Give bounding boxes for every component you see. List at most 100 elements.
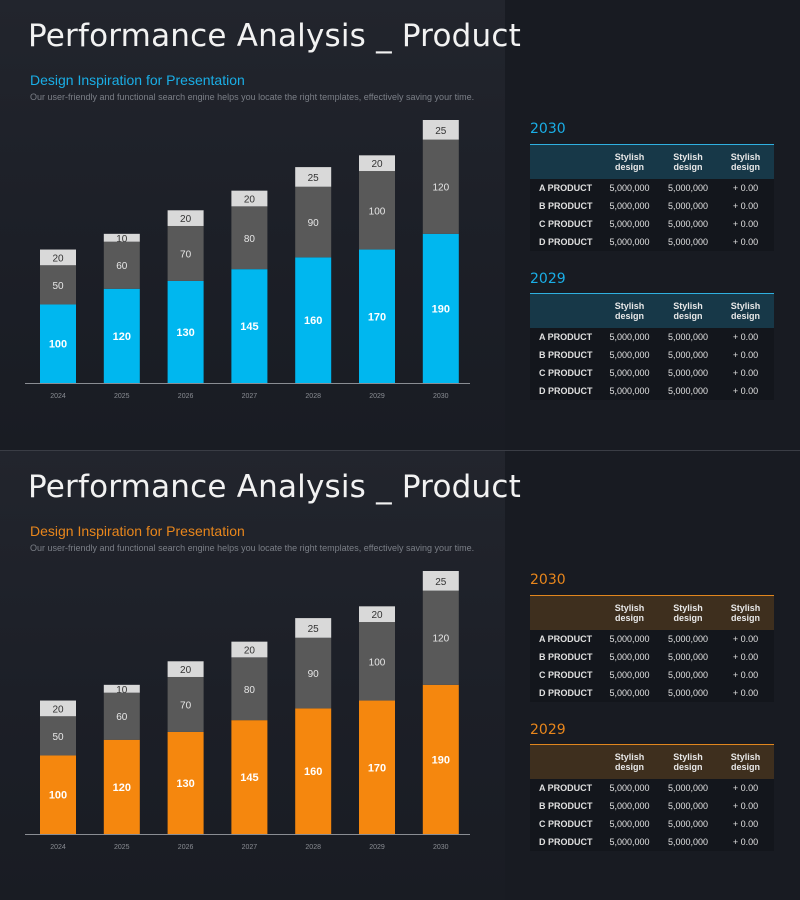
bar-segment-1 (167, 280, 204, 383)
data-label: 20 (244, 646, 256, 657)
data-label: 120 (113, 331, 131, 343)
data-label: 50 (52, 281, 64, 292)
table-row: A PRODUCT 5,000,000 5,000,000 + 0.00 (530, 179, 774, 197)
product-name: C PRODUCT (539, 819, 593, 829)
table-year-label: 2030 (530, 121, 566, 137)
table-cell: + 0.00 (732, 237, 759, 247)
data-label: 190 (432, 303, 450, 315)
bar-segment-3 (103, 233, 140, 242)
bar-segment-3 (103, 684, 140, 693)
table-row: D PRODUCT 5,000,000 5,000,000 + 0.00 (530, 833, 774, 851)
header-cell (530, 145, 600, 180)
product-name: A PRODUCT (539, 634, 593, 644)
header-cell: Stylish design (673, 152, 703, 172)
table-cell: 5,000,000 (667, 801, 709, 811)
bar-segment-2 (167, 225, 204, 281)
table-year-label: 2029 (530, 271, 566, 287)
bar-segment-3 (359, 155, 395, 172)
product-name: D PRODUCT (539, 237, 593, 247)
header-cell: Stylish design (614, 752, 645, 772)
bar-segment-3 (167, 661, 204, 677)
data-label: 70 (180, 249, 192, 260)
table-row: C PRODUCT 5,000,000 5,000,000 + 0.00 (530, 666, 774, 684)
table-cell: 5,000,000 (667, 368, 709, 378)
x-tick-label: 2029 (369, 844, 385, 851)
data-label: 25 (435, 126, 447, 137)
x-tick-label: 2027 (242, 844, 258, 851)
data-label: 170 (368, 762, 386, 774)
subtitle: Design Inspiration for Presentation (30, 72, 245, 88)
stacked-bar-chart: 1005020202412060102025130702020261458020… (25, 571, 470, 851)
table-row: A PRODUCT 5,000,000 5,000,000 + 0.00 (530, 328, 774, 346)
data-label: 20 (180, 214, 192, 225)
header-cell: Stylish design (730, 603, 761, 623)
table-cell: + 0.00 (732, 688, 759, 698)
subtitle: Design Inspiration for Presentation (30, 523, 245, 539)
data-label: 160 (304, 315, 322, 327)
product-name: C PRODUCT (539, 368, 593, 378)
page-title: Performance Analysis _ Product (28, 469, 521, 505)
table-cell: + 0.00 (732, 634, 759, 644)
right-panel (505, 0, 800, 450)
bar-segment-2 (359, 171, 395, 250)
table-cell: 5,000,000 (667, 688, 709, 698)
bar-segment-3 (231, 641, 268, 658)
x-tick-label: 2025 (114, 844, 130, 851)
table-cell: 5,000,000 (609, 652, 650, 662)
bar-segment-2 (359, 622, 395, 701)
bar-segment-1 (103, 739, 140, 834)
table-cell: 5,000,000 (667, 350, 709, 360)
product-name: A PRODUCT (539, 783, 593, 793)
data-label: 20 (371, 159, 383, 170)
product-table: Stylish design Stylish design Stylish de… (530, 293, 774, 400)
table-cell: 5,000,000 (667, 837, 709, 847)
stacked-bar-chart: 1005020202412060102025130702020261458020… (25, 120, 470, 400)
header-cell: Stylish design (730, 752, 761, 772)
table-cell: 5,000,000 (609, 368, 650, 378)
table-cell: + 0.00 (732, 219, 759, 229)
x-tick-label: 2030 (433, 844, 449, 851)
data-label: 70 (180, 700, 192, 711)
table-row: A PRODUCT 5,000,000 5,000,000 + 0.00 (530, 779, 774, 797)
data-label: 120 (432, 183, 449, 194)
data-label: 25 (435, 577, 447, 588)
table-cell: 5,000,000 (667, 783, 709, 793)
table-cell: 5,000,000 (609, 670, 650, 680)
table-row: B PRODUCT 5,000,000 5,000,000 + 0.00 (530, 797, 774, 815)
data-label: 20 (52, 704, 64, 715)
product-name: D PRODUCT (539, 837, 593, 847)
table-cell: 5,000,000 (609, 332, 650, 342)
table-cell: + 0.00 (732, 783, 759, 793)
x-tick-label: 2027 (242, 393, 258, 400)
header-cell: Stylish design (730, 152, 761, 172)
product-name: B PRODUCT (539, 652, 593, 662)
table-row: C PRODUCT 5,000,000 5,000,000 + 0.00 (530, 815, 774, 833)
bar-segment-3 (295, 618, 332, 638)
description: Our user-friendly and functional search … (30, 543, 475, 553)
product-name: B PRODUCT (539, 350, 593, 360)
header-cell: Stylish design (614, 301, 645, 321)
table-cell: 5,000,000 (667, 201, 709, 211)
bar-segment-3 (167, 210, 204, 226)
data-label: 170 (368, 311, 386, 323)
bar-segment-1 (40, 304, 76, 383)
table-cell: 5,000,000 (667, 670, 709, 680)
table-row: D PRODUCT 5,000,000 5,000,000 + 0.00 (530, 233, 774, 251)
table-cell: + 0.00 (732, 183, 759, 193)
header-cell (530, 294, 600, 329)
bar-segment-2 (422, 139, 459, 234)
bar-segment-3 (422, 571, 459, 591)
x-tick-label: 2026 (178, 844, 194, 851)
data-label: 190 (432, 754, 450, 766)
header-cell: Stylish design (673, 603, 703, 623)
x-tick-label: 2024 (50, 393, 66, 400)
data-label: 90 (308, 669, 320, 680)
data-label: 100 (369, 206, 386, 217)
bar-segment-3 (231, 190, 268, 207)
page-title: Performance Analysis _ Product (28, 18, 521, 54)
table-cell: + 0.00 (732, 837, 759, 847)
table-row: A PRODUCT 5,000,000 5,000,000 + 0.00 (530, 630, 774, 648)
header-cell: Stylish design (673, 301, 703, 321)
table-cell: 5,000,000 (609, 783, 650, 793)
table-row: B PRODUCT 5,000,000 5,000,000 + 0.00 (530, 648, 774, 666)
